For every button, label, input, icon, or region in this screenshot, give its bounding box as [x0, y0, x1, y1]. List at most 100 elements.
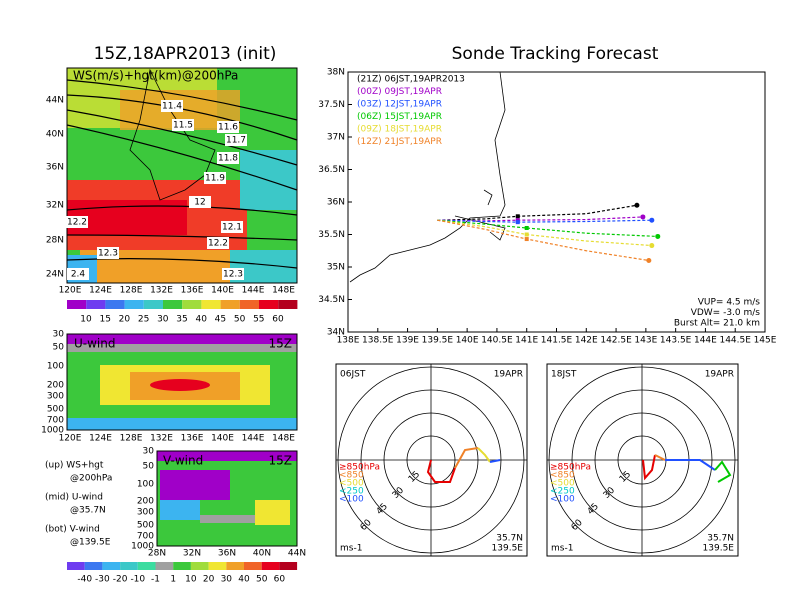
hodo-date: 19APR — [705, 370, 734, 380]
end-point — [649, 243, 655, 249]
hodo-unit: ms-1 — [340, 544, 362, 554]
level-label: 100 — [137, 480, 154, 490]
v-frame — [156, 450, 298, 547]
y-tick-label: 36.5N — [318, 165, 345, 175]
level-label: 1000 — [41, 426, 64, 436]
contour-label: 12.3 — [98, 249, 118, 259]
y-tick-label: 35N — [327, 263, 345, 273]
annotation: VUP= 4.5 m/s — [698, 298, 761, 308]
v-label: V-wind — [163, 454, 203, 468]
trajectory — [437, 219, 658, 238]
contour-label-bg — [221, 221, 243, 233]
colorbar-swatch — [279, 562, 298, 570]
annotation: VDW= -3.0 m/s — [691, 308, 761, 318]
note: (up) WS+hgt — [45, 461, 104, 471]
hodo-lon: 139.5E — [703, 544, 735, 554]
x-tick-label: 143.5E — [660, 336, 692, 346]
colorbar-swatch — [220, 300, 240, 309]
colorbar-swatch — [120, 562, 138, 570]
colorbar-swatch — [208, 562, 227, 570]
colorbar-swatch — [105, 300, 125, 309]
lon-label: 144E — [242, 434, 265, 444]
hodo-trace — [642, 454, 656, 481]
u-frame — [66, 333, 298, 431]
hodo-legend: ≥850hPa — [339, 463, 380, 473]
hodo-legend: ≥850hPa — [550, 463, 591, 473]
hodo-legend: <500 — [339, 479, 364, 489]
contour-label: 12.3 — [223, 270, 243, 280]
end-point — [634, 202, 640, 208]
lon-label: 120E — [59, 434, 82, 444]
colorbar-label: -40 — [77, 575, 92, 585]
hodo-trace — [426, 459, 456, 483]
note: @35.7N — [70, 506, 106, 516]
colorbar-swatch — [137, 562, 156, 570]
level-label: 200 — [47, 381, 64, 391]
note: (mid) U-wind — [45, 493, 103, 503]
contour-label: 12.2 — [67, 218, 87, 228]
level-label: 700 — [47, 416, 64, 426]
contour-label-bg — [67, 268, 89, 280]
colorbar-label: 40 — [195, 315, 207, 325]
hodo-legend: <250 — [550, 487, 575, 497]
colorbar-label: 20 — [119, 315, 131, 325]
lat-label: 44N — [46, 96, 64, 106]
colorbar-swatch — [173, 562, 191, 570]
annotation: Burst Alt= 21.0 km — [674, 319, 760, 329]
end-point — [646, 258, 652, 263]
lat-label: 32N — [183, 549, 201, 559]
v-time: 15Z — [269, 454, 293, 468]
u-label: U-wind — [74, 337, 115, 351]
contour-label: 11.5 — [173, 121, 193, 131]
contour-label: 11.7 — [226, 136, 246, 146]
hodo-trace — [665, 459, 716, 471]
level-label: 50 — [143, 462, 155, 472]
colorbar-swatch — [163, 300, 183, 309]
x-tick-label: 138.5E — [362, 336, 394, 346]
hodo-time: 18JST — [551, 370, 577, 380]
contour-label-bg — [97, 247, 119, 259]
contour-label-bg — [66, 216, 88, 228]
hodo-lon: 139.5E — [492, 544, 524, 554]
contour-label: 12 — [194, 198, 205, 208]
lat-label: 44N — [288, 549, 306, 559]
level-label: 1000 — [131, 542, 154, 552]
lon-label: 124E — [89, 434, 112, 444]
lon-label: 148E — [272, 434, 295, 444]
colorbar-swatch — [259, 300, 279, 309]
colorbar-label: 30 — [221, 575, 233, 585]
hodo-trace — [489, 459, 501, 463]
x-tick-label: 140.5E — [481, 336, 513, 346]
colorbar-label: 35 — [176, 315, 187, 325]
level-label: 200 — [137, 497, 154, 507]
colorbar-label: 50 — [256, 575, 268, 585]
x-tick-label: 139.5E — [422, 336, 454, 346]
colorbar-label: 25 — [138, 315, 149, 325]
hodo-legend: <850 — [339, 471, 364, 481]
contour-label: 11.8 — [218, 154, 238, 164]
end-point — [649, 217, 655, 223]
colorbar-label: 55 — [253, 315, 264, 325]
lon-label: 128E — [120, 286, 143, 296]
coastline — [349, 71, 506, 283]
hodo-legend: <100 — [339, 495, 364, 505]
map-frame — [66, 67, 298, 284]
colorbar-label: -1 — [151, 575, 160, 585]
y-tick-label: 35.5N — [318, 230, 345, 240]
x-tick-label: 139E — [396, 336, 419, 346]
y-tick-label: 37N — [327, 133, 345, 143]
colorbar-swatch — [143, 300, 163, 309]
legend-entry: (00Z) 09JST,19APR — [357, 87, 442, 97]
legend-entry: (09Z) 18JST,19APR — [357, 125, 442, 135]
legend-entry: (21Z) 06JST,19APR2013 — [357, 75, 465, 85]
x-tick-label: 138E — [337, 336, 360, 346]
colorbar-label: 15 — [99, 315, 110, 325]
colorbar-swatch — [201, 300, 221, 309]
contour-label: 12.2 — [208, 239, 228, 249]
colorbar-label: 60 — [272, 315, 284, 325]
lat-label: 36N — [46, 163, 64, 173]
contour-label-bg — [204, 172, 226, 184]
hodo-date: 19APR — [494, 370, 523, 380]
lon-label: 132E — [150, 286, 173, 296]
